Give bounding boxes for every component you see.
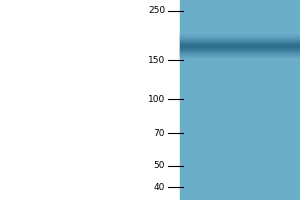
Text: 250: 250: [148, 6, 165, 15]
Text: 50: 50: [154, 161, 165, 170]
Bar: [180, 0, 300, 200]
Text: 40: 40: [154, 183, 165, 192]
Text: 70: 70: [154, 129, 165, 138]
Text: 100: 100: [148, 95, 165, 104]
Text: 150: 150: [148, 56, 165, 65]
